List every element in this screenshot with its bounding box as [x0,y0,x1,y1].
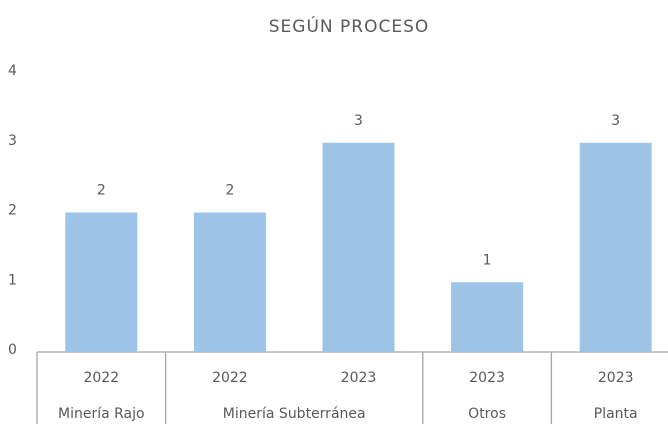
bar [579,142,652,352]
y-tick-label: 4 [8,63,17,79]
bar [193,212,266,352]
y-tick-label: 2 [8,203,17,219]
group-label: Planta [594,406,638,422]
value-label: 3 [354,113,363,129]
x-tick-label: 2023 [469,370,505,386]
value-label: 1 [483,252,492,268]
group-label: Minería Rajo [58,406,145,422]
y-tick-label: 3 [8,133,17,149]
value-label: 2 [225,183,234,199]
y-tick-label: 0 [8,342,17,358]
x-tick-label: 2022 [212,370,248,386]
x-tick-label: 2023 [341,370,377,386]
bar [65,212,138,352]
x-tick-label: 2023 [598,370,634,386]
y-tick-label: 1 [8,272,17,288]
group-label: Otros [468,406,506,422]
value-label: 2 [97,183,106,199]
group-label: Minería Subterránea [223,406,366,422]
bar [451,282,524,352]
value-label: 3 [611,113,620,129]
chart-title: SEGÚN PROCESO [269,15,430,37]
bar [322,142,395,352]
x-tick-label: 2022 [83,370,119,386]
